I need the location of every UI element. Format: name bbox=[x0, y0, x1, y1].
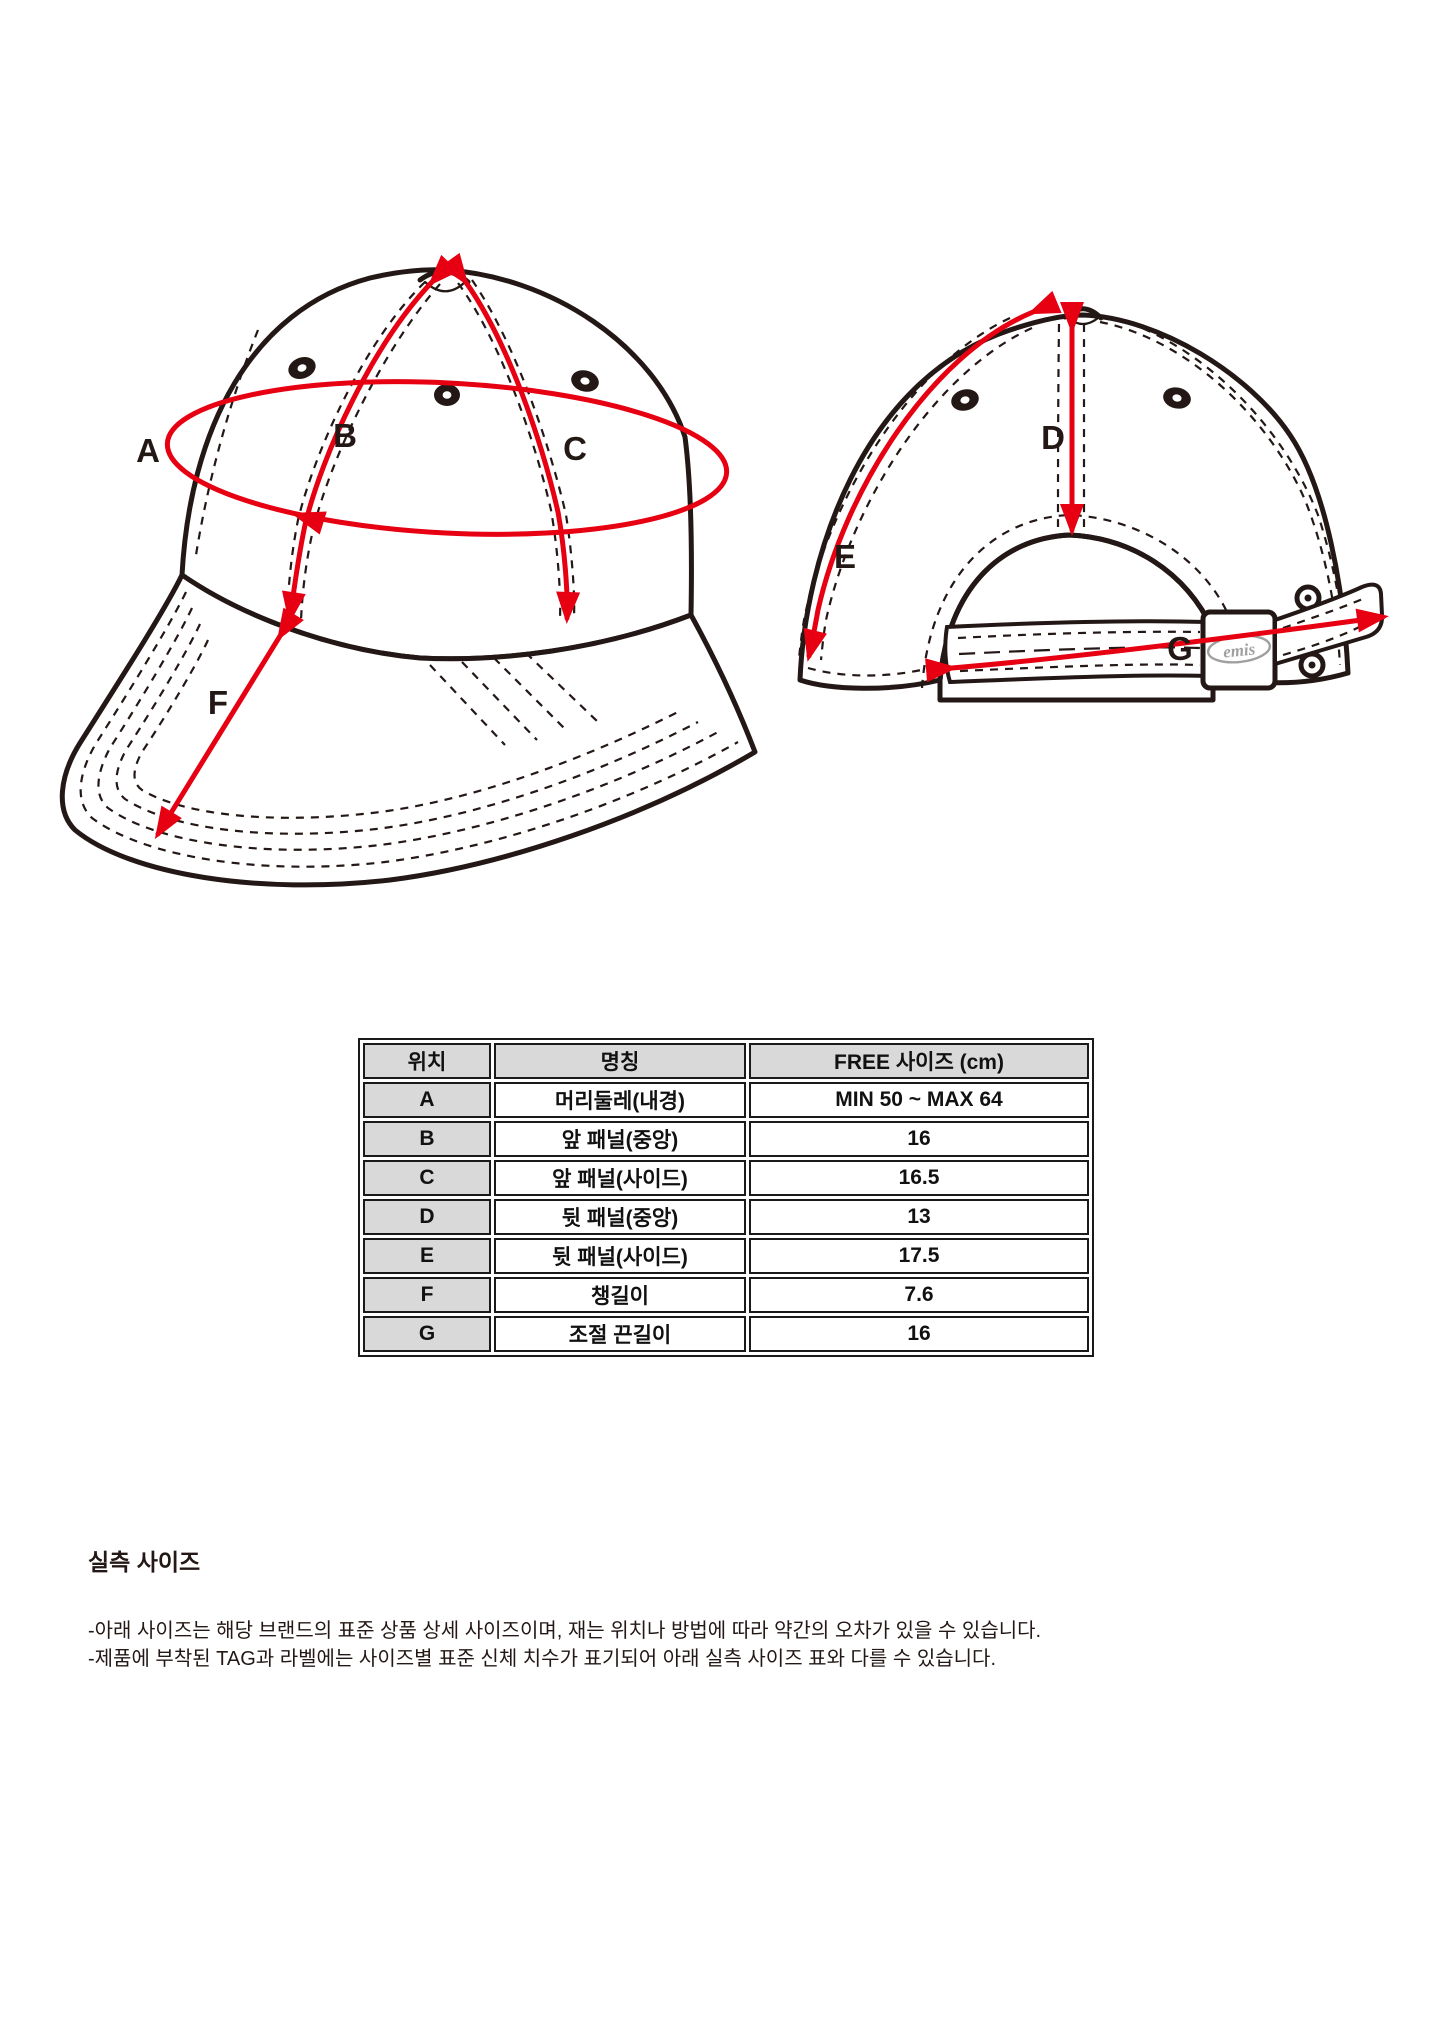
measure-b-arrow bbox=[281, 254, 459, 624]
table-row: C 앞 패널(사이드) 16.5 bbox=[363, 1160, 1089, 1196]
row-name: 앞 패널(중앙) bbox=[494, 1121, 746, 1157]
row-value: 16 bbox=[749, 1121, 1089, 1157]
row-name: 앞 패널(사이드) bbox=[494, 1160, 746, 1196]
table-row: E 뒷 패널(사이드) 17.5 bbox=[363, 1238, 1089, 1274]
brim-fold-line bbox=[461, 661, 538, 741]
brim-stitch-line bbox=[115, 623, 699, 835]
notes-line: -제품에 부착된 TAG과 라벨에는 사이즈별 표준 신체 치수가 표기되어 아… bbox=[88, 1648, 996, 1670]
row-value: 7.6 bbox=[749, 1277, 1089, 1313]
row-loc: B bbox=[363, 1121, 491, 1157]
brim-stitch-line bbox=[79, 591, 739, 868]
row-name: 조절 끈길이 bbox=[494, 1316, 746, 1352]
row-value: MIN 50 ~ MAX 64 bbox=[749, 1082, 1089, 1118]
row-value: 16 bbox=[749, 1316, 1089, 1352]
row-value: 16.5 bbox=[749, 1160, 1089, 1196]
row-value: 17.5 bbox=[749, 1238, 1089, 1274]
row-loc: G bbox=[363, 1316, 491, 1352]
measure-label-g: G bbox=[1167, 630, 1193, 667]
notes-heading: 실측 사이즈 bbox=[88, 1549, 201, 1575]
emis-logo: emis bbox=[1222, 639, 1256, 661]
row-loc: A bbox=[363, 1082, 491, 1118]
measure-f-arrow bbox=[154, 607, 304, 840]
measure-e-arrow bbox=[803, 290, 1062, 662]
brim-fold-line bbox=[493, 657, 569, 733]
size-table: 위치 명칭 FREE 사이즈 (cm) A 머리둘레(내경) MIN 50 ~ … bbox=[358, 1038, 1094, 1357]
row-loc: E bbox=[363, 1238, 491, 1274]
measure-g-arrow bbox=[925, 608, 1389, 683]
table-row: G 조절 끈길이 16 bbox=[363, 1316, 1089, 1352]
measure-label-e: E bbox=[834, 538, 856, 575]
measure-label-a: A bbox=[136, 432, 160, 469]
row-loc: D bbox=[363, 1199, 491, 1235]
notes-line: -아래 사이즈는 해당 브랜드의 표준 상품 상세 사이즈이며, 재는 위치나 … bbox=[88, 1620, 1042, 1642]
cap-crown bbox=[179, 267, 694, 662]
brim-stitch-line bbox=[133, 639, 679, 819]
measure-label-d: D bbox=[1041, 419, 1065, 456]
table-row: F 챙길이 7.6 bbox=[363, 1277, 1089, 1313]
table-header-row: 위치 명칭 FREE 사이즈 (cm) bbox=[363, 1043, 1089, 1079]
col-header-name: 명칭 bbox=[494, 1043, 746, 1079]
row-name: 챙길이 bbox=[494, 1277, 746, 1313]
strap-buckle: emis bbox=[1200, 609, 1278, 691]
table-row: D 뒷 패널(중앙) 13 bbox=[363, 1199, 1089, 1235]
row-name: 뒷 패널(중앙) bbox=[494, 1199, 746, 1235]
col-header-location: 위치 bbox=[363, 1043, 491, 1079]
brim-fold-line bbox=[429, 664, 506, 746]
measure-label-c: C bbox=[563, 430, 587, 467]
row-loc: F bbox=[363, 1277, 491, 1313]
row-name: 뒷 패널(사이드) bbox=[494, 1238, 746, 1274]
col-header-free-size: FREE 사이즈 (cm) bbox=[749, 1043, 1089, 1079]
measure-label-f: F bbox=[208, 684, 228, 721]
measure-c-arrow bbox=[440, 252, 581, 624]
row-value: 13 bbox=[749, 1199, 1089, 1235]
measured-size-notes: 실측 사이즈 -아래 사이즈는 해당 브랜드의 표준 상품 상세 사이즈이며, … bbox=[88, 1543, 1388, 1673]
table-row: B 앞 패널(중앙) 16 bbox=[363, 1121, 1089, 1157]
cap-back-diagram: emis D E G bbox=[797, 290, 1389, 703]
table-row: A 머리둘레(내경) MIN 50 ~ MAX 64 bbox=[363, 1082, 1089, 1118]
measure-label-b: B bbox=[333, 417, 357, 454]
row-loc: C bbox=[363, 1160, 491, 1196]
cap-front-side-diagram: A B C F bbox=[59, 252, 758, 888]
row-name: 머리둘레(내경) bbox=[494, 1082, 746, 1118]
brim-fold-line bbox=[525, 652, 599, 723]
